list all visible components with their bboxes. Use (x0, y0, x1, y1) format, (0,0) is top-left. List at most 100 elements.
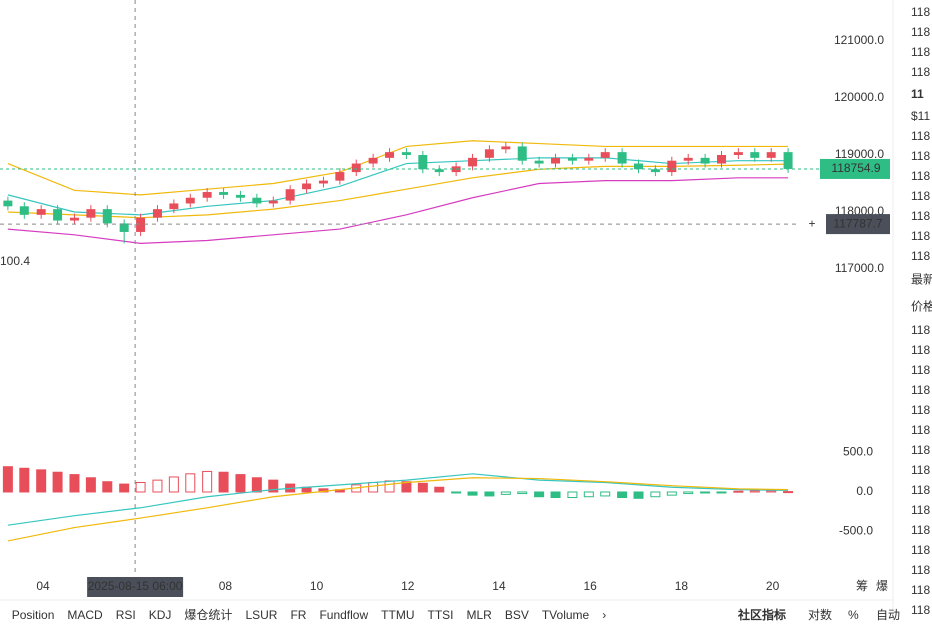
macd-tick-label: 500.0 (843, 445, 873, 459)
macd-line (7, 473, 789, 526)
candle-body (268, 200, 278, 204)
crosshair-date: 2025-08-15 06:00 (88, 579, 183, 593)
candle-body (219, 192, 229, 195)
band-line (7, 140, 789, 196)
macd-bar (683, 491, 694, 495)
y-tick-label: 119000.0 (835, 147, 884, 161)
indicator-tab[interactable]: KDJ (149, 608, 172, 622)
candle-body (368, 157, 378, 164)
band-line (7, 163, 789, 219)
panel-price: 118 (911, 503, 930, 517)
indicator-tab[interactable]: TTSI (427, 608, 453, 622)
macd-bar (567, 491, 578, 499)
macd-bar (384, 480, 395, 493)
indicator-tab[interactable]: TTMU (381, 608, 414, 622)
macd-bar (268, 479, 279, 493)
macd-bar (368, 482, 379, 493)
macd-bar (102, 481, 113, 493)
indicator-tab[interactable]: BSV (505, 608, 529, 622)
macd-bar (484, 491, 495, 497)
x-tick-label: 08 (219, 579, 233, 593)
macd-bar (19, 467, 30, 493)
indicator-tab[interactable]: Fundflow (319, 608, 368, 622)
panel-price: 118 (911, 149, 930, 163)
indicator-tab[interactable]: TVolume (542, 608, 590, 622)
macd-bar (202, 470, 213, 493)
macd-bar (235, 474, 246, 493)
y-tick-label: 117000.0 (835, 261, 884, 275)
macd-bar (152, 479, 163, 493)
macd-bar (434, 486, 445, 493)
macd-bar (666, 491, 677, 496)
indicator-tab[interactable]: RSI (116, 608, 136, 622)
macd-bar (36, 469, 47, 493)
crosshair-price-box (826, 214, 890, 235)
x-tick-label: 20 (766, 579, 780, 593)
candle-body (418, 154, 428, 170)
toolbar-option[interactable]: 社区指标 (737, 607, 786, 622)
tabs-more[interactable]: › (602, 608, 606, 622)
candle-body (69, 217, 79, 221)
toolbar-option[interactable]: % (848, 608, 859, 622)
indicator-tab[interactable]: MLR (466, 608, 492, 622)
macd-bar (534, 491, 545, 498)
candle-body (152, 209, 162, 218)
indicator-tab[interactable]: FR (290, 608, 306, 622)
candle-body (567, 157, 577, 161)
panel-price: 118 (911, 583, 930, 597)
candle-body (551, 157, 561, 164)
side-button[interactable]: 爆 (876, 579, 888, 593)
candle-body (3, 200, 13, 207)
indicator-tab[interactable]: Position (12, 608, 55, 622)
candle-body (617, 152, 627, 164)
candle-body (102, 209, 112, 224)
candle-body (501, 146, 511, 150)
macd-bar (500, 491, 511, 495)
panel-price: 最新 (911, 272, 932, 287)
panel-price: 118 (911, 229, 930, 243)
panel-price: 118 (911, 403, 930, 417)
panel-price: 11 (911, 87, 924, 101)
candle-body (351, 163, 361, 173)
panel-price: 118 (911, 5, 930, 19)
panel-price: 118 (911, 563, 930, 577)
panel-price: 118 (911, 343, 930, 357)
y-tick-label: 120000.0 (834, 90, 884, 104)
macd-bar (69, 474, 80, 493)
macd-bar (583, 491, 594, 498)
candle-body (19, 206, 29, 215)
macd-bar (85, 477, 96, 493)
macd-bar (417, 482, 428, 493)
macd-bar (119, 483, 130, 493)
candle-body (252, 197, 262, 204)
panel-price: 118 (911, 323, 930, 337)
candle-body (468, 157, 478, 167)
macd-bar (467, 491, 478, 496)
x-tick-label: 10 (310, 579, 324, 593)
candle-body (534, 160, 544, 164)
crosshair-date-box (87, 577, 184, 597)
macd-bar (749, 490, 760, 493)
indicator-tab[interactable]: LSUR (245, 608, 277, 622)
candle-body (484, 149, 494, 158)
panel-price: 118 (911, 523, 930, 537)
indicator-tab[interactable]: MACD (67, 608, 103, 622)
panel-price: 118 (911, 483, 930, 497)
indicator-tab[interactable]: 爆仓统计 (184, 608, 232, 622)
panel-price: 118 (911, 45, 930, 59)
macd-bar (218, 471, 229, 493)
macd-bar (600, 491, 611, 497)
macd-bar (617, 491, 628, 499)
macd-bar (650, 491, 661, 498)
macd-bar (517, 491, 528, 495)
candle-body (318, 180, 328, 184)
band-line (7, 177, 789, 244)
crosshair-plus: + (808, 216, 815, 230)
side-button[interactable]: 筹 (856, 579, 868, 593)
panel-price: 118 (911, 603, 930, 617)
toolbar-option[interactable]: 自动 (876, 608, 900, 622)
toolbar-option[interactable]: 对数 (808, 607, 832, 622)
candle-body (600, 152, 610, 158)
